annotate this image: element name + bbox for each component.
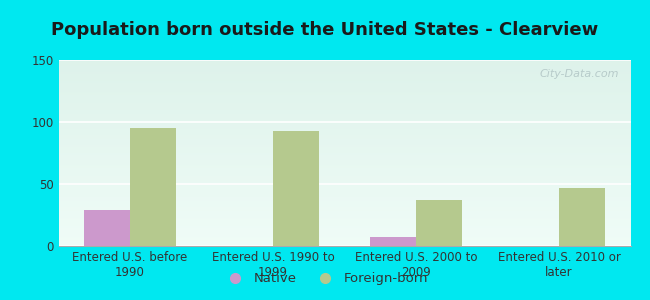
Bar bbox=[84, 210, 130, 246]
Text: City-Data.com: City-Data.com bbox=[540, 69, 619, 79]
Bar bbox=[130, 128, 176, 246]
Bar bbox=[273, 131, 318, 246]
Legend: Native, Foreign-born: Native, Foreign-born bbox=[216, 267, 434, 290]
Bar bbox=[559, 188, 604, 246]
Bar bbox=[416, 200, 462, 246]
Text: Population born outside the United States - Clearview: Population born outside the United State… bbox=[51, 21, 599, 39]
Bar bbox=[370, 237, 416, 246]
